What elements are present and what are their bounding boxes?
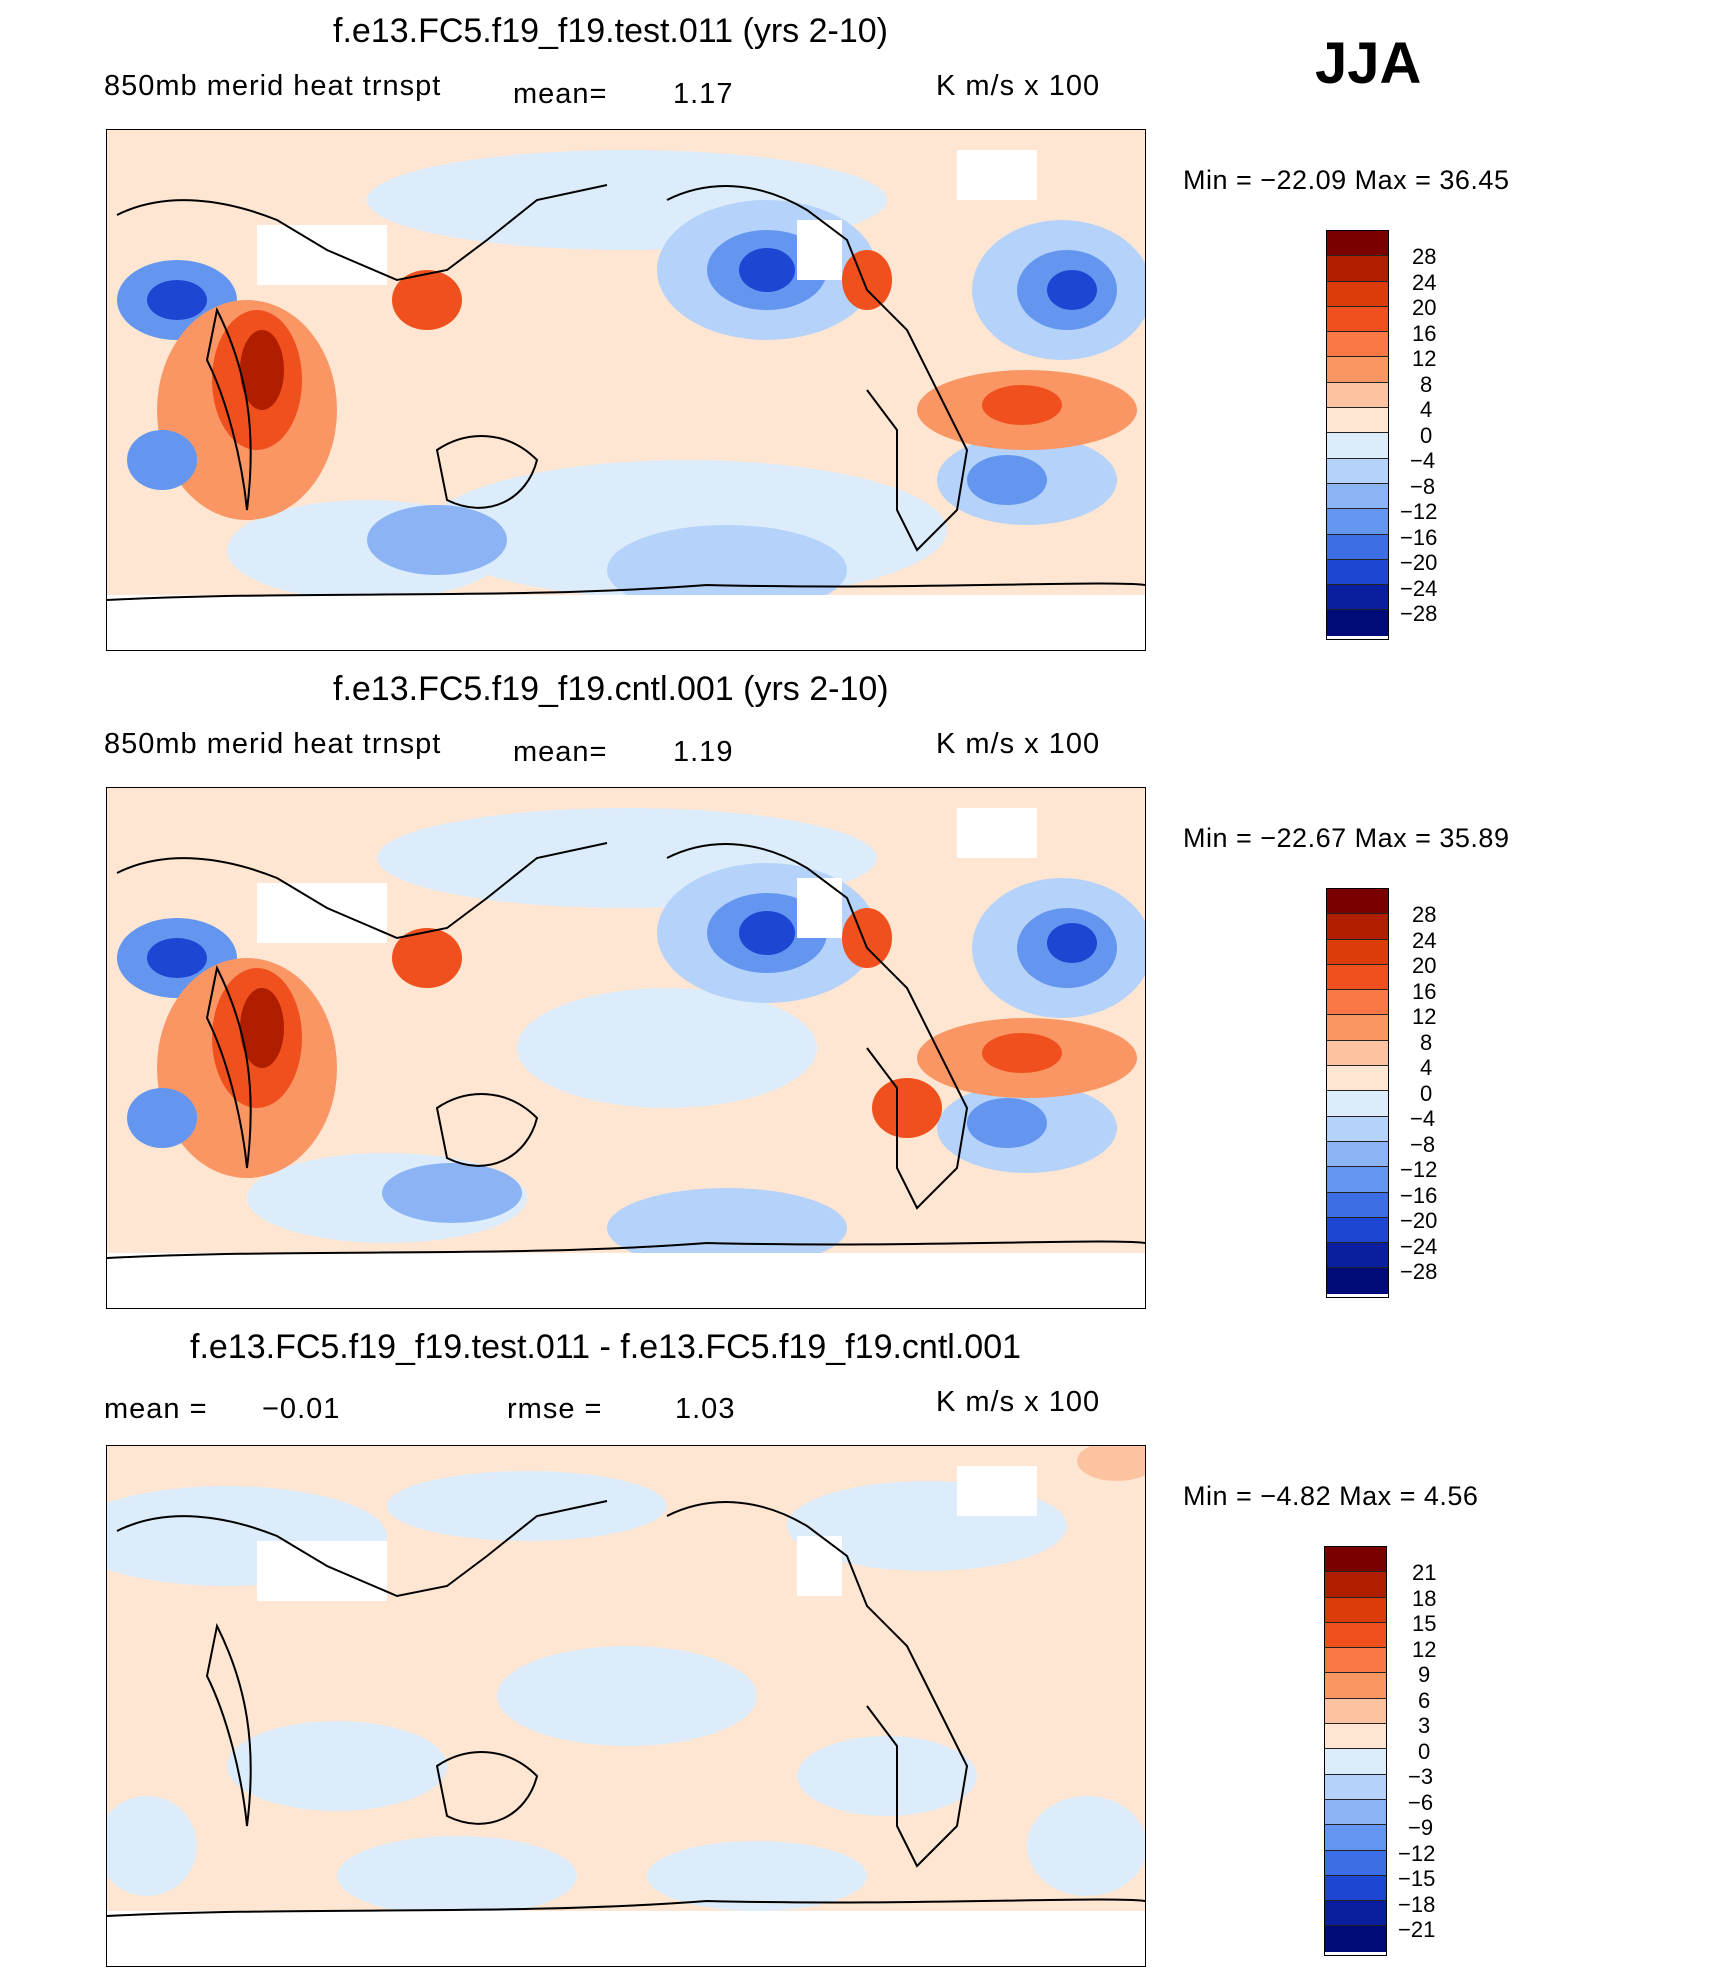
panel1-minmax: Min = −22.09 Max = 36.45 xyxy=(1183,165,1510,195)
panel3-tick: −9 xyxy=(1408,1815,1434,1840)
season-label: JJA xyxy=(1315,31,1422,96)
panel1-tick: 20 xyxy=(1412,295,1437,320)
panel3-tick: 9 xyxy=(1418,1662,1431,1687)
panel1-mean-label: mean= xyxy=(513,78,608,110)
panel1-units: K m/s x 100 xyxy=(936,70,1101,102)
panel2-tick: −12 xyxy=(1400,1157,1438,1182)
panel3-tick: 12 xyxy=(1412,1637,1437,1662)
panel1-tick: −16 xyxy=(1400,525,1438,550)
panel1-tick: −20 xyxy=(1400,550,1438,575)
panel3-rmse-label: rmse = xyxy=(507,1393,603,1425)
panel1-tick: 24 xyxy=(1412,270,1437,295)
panel1-colorbar xyxy=(1326,230,1389,640)
panel3-tick: −21 xyxy=(1398,1917,1436,1942)
panel1-tick: 12 xyxy=(1412,346,1437,371)
panel3-map xyxy=(106,1445,1146,1967)
panel3-units: K m/s x 100 xyxy=(936,1386,1101,1418)
panel1-title: f.e13.FC5.f19_f19.test.011 (yrs 2-10) xyxy=(333,12,888,50)
panel1-tick: −24 xyxy=(1400,576,1438,601)
panel1-tick: 4 xyxy=(1420,397,1433,422)
panel2-title: f.e13.FC5.f19_f19.cntl.001 (yrs 2-10) xyxy=(333,670,889,708)
panel3-minmax: Min = −4.82 Max = 4.56 xyxy=(1183,1481,1479,1511)
panel3-tick: −18 xyxy=(1398,1892,1436,1917)
panel2-tick: −8 xyxy=(1410,1132,1436,1157)
panel1-tick: 8 xyxy=(1420,372,1433,397)
panel1-tick: −12 xyxy=(1400,499,1438,524)
panel2-tick: 8 xyxy=(1420,1030,1433,1055)
panel1-mean-value: 1.17 xyxy=(673,78,734,110)
panel3-tick: −15 xyxy=(1398,1866,1436,1891)
panel3-tick: 6 xyxy=(1418,1688,1431,1713)
panel2-mean-label: mean= xyxy=(513,736,608,768)
panel2-tick: −16 xyxy=(1400,1183,1438,1208)
panel1-tick: 0 xyxy=(1420,423,1433,448)
panel2-tick: 20 xyxy=(1412,953,1437,978)
panel1-tick: −28 xyxy=(1400,601,1438,626)
panel2-tick: 24 xyxy=(1412,928,1437,953)
panel2-minmax: Min = −22.67 Max = 35.89 xyxy=(1183,823,1510,853)
panel2-tick: −24 xyxy=(1400,1234,1438,1259)
panel3-tick: −3 xyxy=(1408,1764,1434,1789)
panel1-tick: −4 xyxy=(1410,448,1436,473)
panel3-colorbar xyxy=(1324,1546,1387,1956)
panel3-tick: 18 xyxy=(1412,1586,1437,1611)
panel2-colorbar xyxy=(1326,888,1389,1298)
panel2-mean-value: 1.19 xyxy=(673,736,734,768)
panel2-tick: 0 xyxy=(1420,1081,1433,1106)
panel1-map xyxy=(106,129,1146,651)
panel3-tick: 21 xyxy=(1412,1560,1437,1585)
panel3-tick: 0 xyxy=(1418,1739,1431,1764)
panel3-tick: −6 xyxy=(1408,1790,1434,1815)
panel3-mean-value: −0.01 xyxy=(262,1393,341,1425)
panel2-tick: 4 xyxy=(1420,1055,1433,1080)
panel2-units: K m/s x 100 xyxy=(936,728,1101,760)
panel2-tick: 16 xyxy=(1412,979,1437,1004)
panel2-tick: −20 xyxy=(1400,1208,1438,1233)
panel3-mean-label: mean = xyxy=(104,1393,208,1425)
panel3-tick: 3 xyxy=(1418,1713,1431,1738)
panel3-tick: 15 xyxy=(1412,1611,1437,1636)
panel1-tick: 16 xyxy=(1412,321,1437,346)
panel3-tick: −12 xyxy=(1398,1841,1436,1866)
panel1-tick: −8 xyxy=(1410,474,1436,499)
panel2-tick: −28 xyxy=(1400,1259,1438,1284)
panel2-tick: 12 xyxy=(1412,1004,1437,1029)
panel1-field-label: 850mb merid heat trnspt xyxy=(104,70,442,102)
panel1-tick: 28 xyxy=(1412,244,1437,269)
panel2-tick: −4 xyxy=(1410,1106,1436,1131)
panel2-tick: 28 xyxy=(1412,902,1437,927)
panel3-rmse-value: 1.03 xyxy=(675,1393,736,1425)
panel2-map xyxy=(106,787,1146,1309)
panel3-title: f.e13.FC5.f19_f19.test.011 - f.e13.FC5.f… xyxy=(190,1328,1022,1366)
panel2-field-label: 850mb merid heat trnspt xyxy=(104,728,442,760)
